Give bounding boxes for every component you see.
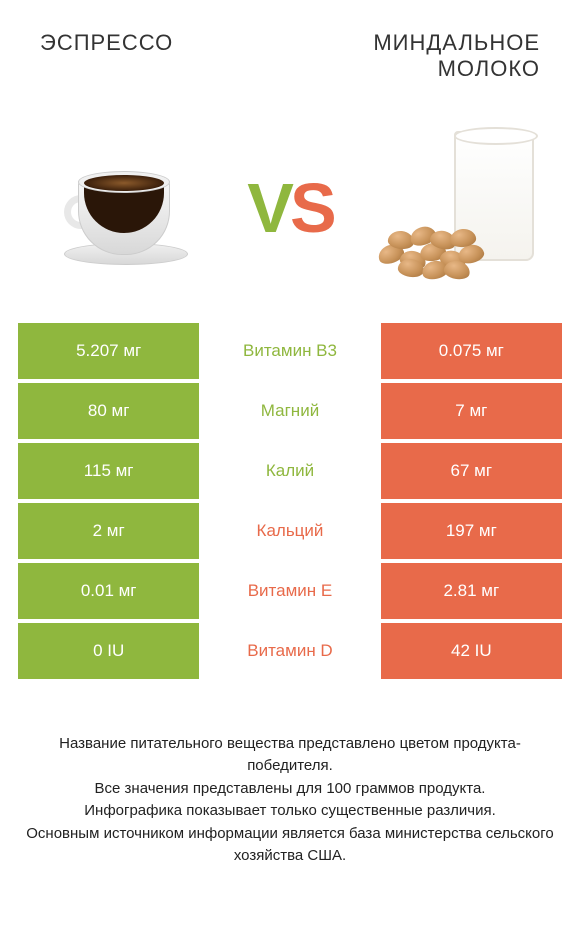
nutrition-table: 5.207 мгВитамин B30.075 мг80 мгМагний7 м… bbox=[0, 323, 580, 679]
cell-right-value: 197 мг bbox=[381, 503, 562, 559]
espresso-image bbox=[40, 123, 210, 293]
cell-nutrient-name: Магний bbox=[199, 383, 380, 439]
cell-left-value: 0 IU bbox=[18, 623, 199, 679]
footer-line: Все значения представлены для 100 граммо… bbox=[20, 778, 560, 801]
footer-line: Основным источником информации является … bbox=[20, 823, 560, 868]
footer-notes: Название питательного вещества представл… bbox=[0, 683, 580, 888]
title-right-line2: МОЛОКО bbox=[438, 56, 540, 81]
header: ЭСПРЕССО МИНДАЛЬНОЕ МОЛОКО bbox=[0, 0, 580, 103]
cell-right-value: 67 мг bbox=[381, 443, 562, 499]
cell-left-value: 80 мг bbox=[18, 383, 199, 439]
vs-v: V bbox=[247, 168, 290, 248]
table-row: 115 мгКалий67 мг bbox=[18, 443, 562, 499]
cell-nutrient-name: Витамин D bbox=[199, 623, 380, 679]
table-row: 0 IUВитамин D42 IU bbox=[18, 623, 562, 679]
table-row: 2 мгКальций197 мг bbox=[18, 503, 562, 559]
cell-left-value: 5.207 мг bbox=[18, 323, 199, 379]
cell-right-value: 0.075 мг bbox=[381, 323, 562, 379]
product-images-row: VS bbox=[0, 103, 580, 323]
table-row: 5.207 мгВитамин B30.075 мг bbox=[18, 323, 562, 379]
cell-left-value: 2 мг bbox=[18, 503, 199, 559]
title-left: ЭСПРЕССО bbox=[40, 30, 173, 83]
almond-milk-image bbox=[370, 123, 540, 293]
cell-right-value: 42 IU bbox=[381, 623, 562, 679]
title-right-line1: МИНДАЛЬНОЕ bbox=[373, 30, 540, 55]
cell-right-value: 2.81 мг bbox=[381, 563, 562, 619]
vs-s: S bbox=[290, 168, 333, 248]
cell-nutrient-name: Кальций bbox=[199, 503, 380, 559]
cell-left-value: 115 мг bbox=[18, 443, 199, 499]
vs-label: VS bbox=[247, 168, 332, 248]
title-right: МИНДАЛЬНОЕ МОЛОКО bbox=[373, 30, 540, 83]
footer-line: Название питательного вещества представл… bbox=[20, 733, 560, 778]
cell-nutrient-name: Витамин B3 bbox=[199, 323, 380, 379]
cell-nutrient-name: Калий bbox=[199, 443, 380, 499]
cell-right-value: 7 мг bbox=[381, 383, 562, 439]
table-row: 0.01 мгВитамин E2.81 мг bbox=[18, 563, 562, 619]
table-row: 80 мгМагний7 мг bbox=[18, 383, 562, 439]
cell-nutrient-name: Витамин E bbox=[199, 563, 380, 619]
footer-line: Инфографика показывает только существенн… bbox=[20, 800, 560, 823]
cell-left-value: 0.01 мг bbox=[18, 563, 199, 619]
